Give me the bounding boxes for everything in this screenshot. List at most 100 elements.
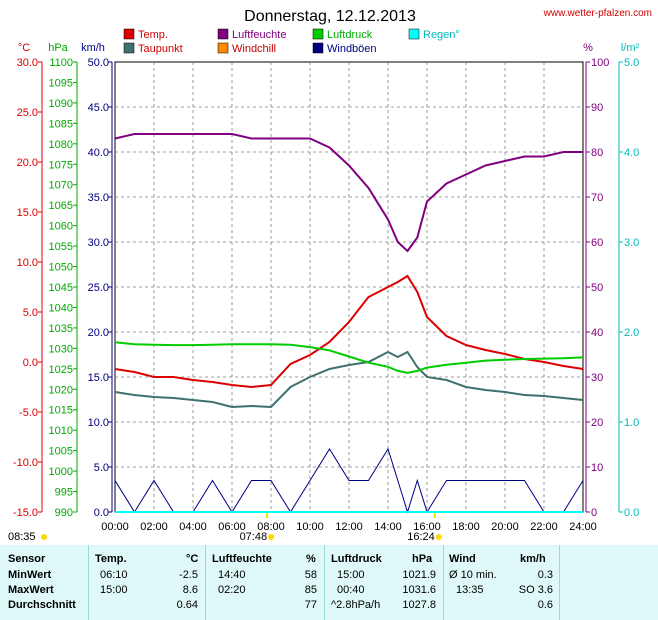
axis-unit-rain: l/m² <box>621 42 640 54</box>
stats-min-wind-time: Ø 10 min. <box>449 569 497 581</box>
stats-max-temp-val: 8.6 <box>182 584 198 596</box>
tick-label-temp-0: 30.0 <box>17 57 38 69</box>
stats-row-max-label: MaxWert <box>8 584 54 596</box>
time-label-1: 02:00 <box>140 521 168 533</box>
sunrise-icon <box>268 534 275 540</box>
axis-unit-wind: km/h <box>81 42 105 54</box>
stats-max-hum-val: 85 <box>304 584 317 596</box>
stats-min-temp-time: 06:10 <box>100 569 128 581</box>
tick-label-pressure-19: 1005 <box>49 446 73 458</box>
legend-swatch-2 <box>312 28 324 40</box>
tick-label-humidity-6: 40 <box>591 327 603 339</box>
time-label-2: 04:00 <box>179 521 207 533</box>
tick-label-pressure-0: 1100 <box>49 57 73 69</box>
tick-label-pressure-8: 1060 <box>49 221 73 233</box>
stats-header-temp-unit: °C <box>186 553 199 565</box>
tick-label-humidity-3: 70 <box>591 192 603 204</box>
stats-avg-hum-val: 77 <box>304 599 317 611</box>
tick-label-pressure-6: 1070 <box>49 180 73 192</box>
stats-header-sensor: Sensor <box>8 553 46 565</box>
tick-label-wind-3: 35.0 <box>88 192 109 204</box>
tick-label-pressure-11: 1045 <box>49 282 73 294</box>
moonrise-icon <box>41 534 47 540</box>
stats-min-hum-val: 58 <box>304 569 317 581</box>
tick-label-wind-4: 30.0 <box>88 237 109 249</box>
tick-label-pressure-4: 1080 <box>49 139 73 151</box>
tick-label-temp-9: -15.0 <box>13 507 38 519</box>
time-label-3: 06:00 <box>218 521 246 533</box>
stats-header-press-unit: hPa <box>412 553 433 565</box>
stats-max-wind-time: 13:35 <box>456 584 484 596</box>
time-label-12: 24:00 <box>569 521 597 533</box>
legend-swatch-6 <box>312 42 324 54</box>
tick-label-pressure-21: 995 <box>55 487 73 499</box>
tick-label-rain-4: 1.0 <box>624 417 639 429</box>
stats-min-temp-val: -2.5 <box>179 569 198 581</box>
time-label-8: 16:00 <box>413 521 441 533</box>
stats-max-wind-val: SO 3.6 <box>518 584 553 596</box>
tick-label-wind-8: 10.0 <box>88 417 109 429</box>
chart-title: Donnerstag, 12.12.2013 <box>244 8 416 25</box>
sunset-icon <box>435 534 442 540</box>
tick-label-pressure-9: 1055 <box>49 241 73 253</box>
sunset-label: 16:24 <box>407 531 435 543</box>
tick-label-rain-3: 2.0 <box>624 327 639 339</box>
tick-label-humidity-5: 50 <box>591 282 603 294</box>
stats-min-hum-time: 14:40 <box>218 569 246 581</box>
stats-header-wind: Wind <box>449 553 476 565</box>
time-label-6: 12:00 <box>335 521 363 533</box>
series-line-2 <box>114 133 583 253</box>
tick-label-wind-10: 0.0 <box>94 507 109 519</box>
tick-label-pressure-1: 1095 <box>49 77 73 89</box>
legend-label-3: Regen° <box>423 29 460 41</box>
time-label-0: 00:00 <box>101 521 129 533</box>
tick-label-temp-6: 0.0 <box>23 357 38 369</box>
legend-swatch-4 <box>123 42 135 54</box>
stats-row-min-label: MinWert <box>8 569 52 581</box>
moonrise-label: 08:35 <box>8 531 36 543</box>
stats-header-press: Luftdruck <box>331 553 382 565</box>
tick-label-pressure-22: 990 <box>55 507 73 519</box>
legend-label-1: Luftfeuchte <box>232 29 286 41</box>
tick-label-pressure-3: 1085 <box>49 118 73 130</box>
tick-label-temp-5: 5.0 <box>23 307 38 319</box>
tick-label-pressure-12: 1040 <box>49 302 73 314</box>
tick-label-rain-5: 0.0 <box>624 507 639 519</box>
legend-label-4: Taupunkt <box>138 43 183 55</box>
tick-label-pressure-10: 1050 <box>49 262 73 274</box>
weather-chart: Donnerstag, 12.12.2013 www.wetter-pfalzen… <box>8 8 652 543</box>
tick-label-humidity-0: 100 <box>591 57 609 69</box>
tick-label-wind-6: 20.0 <box>88 327 109 339</box>
tick-label-pressure-5: 1075 <box>49 159 73 171</box>
stats-min-press-val: 1021.9 <box>402 569 436 581</box>
stats-avg-temp-val: 0.64 <box>176 599 198 611</box>
tick-label-wind-7: 15.0 <box>88 372 109 384</box>
tick-label-pressure-7: 1065 <box>49 200 73 212</box>
axis-unit-pressure: hPa <box>48 42 68 54</box>
stats-table: Sensor Temp. °C Luftfeuchte % Luftdruck … <box>0 545 658 620</box>
legend-swatch-0 <box>123 28 135 40</box>
axis-unit-temp: °C <box>18 42 30 54</box>
tick-label-temp-2: 20.0 <box>17 157 38 169</box>
stats-avg-press-trend: ^2.8hPa/h <box>331 599 381 611</box>
stats-max-press-val: 1031.6 <box>402 584 436 596</box>
tick-label-temp-1: 25.0 <box>17 107 38 119</box>
tick-label-wind-0: 50.0 <box>88 57 109 69</box>
legend-swatch-3 <box>408 28 420 40</box>
stats-min-wind-val: 0.3 <box>537 569 553 581</box>
tick-label-pressure-2: 1090 <box>49 98 73 110</box>
tick-label-rain-0: 5.0 <box>624 57 639 69</box>
tick-label-temp-7: -5.0 <box>19 407 38 419</box>
legend-swatch-1 <box>217 28 229 40</box>
stats-row-avg-label: Durchschnitt <box>8 599 76 611</box>
stats-avg-wind-val: 0.6 <box>537 599 553 611</box>
tick-label-humidity-7: 30 <box>591 372 603 384</box>
tick-label-wind-2: 40.0 <box>88 147 109 159</box>
tick-label-wind-1: 45.0 <box>88 102 109 114</box>
time-label-11: 22:00 <box>530 521 558 533</box>
tick-label-temp-3: 15.0 <box>17 207 38 219</box>
tick-label-pressure-16: 1020 <box>49 384 73 396</box>
series-line-4 <box>114 447 584 514</box>
series-line-0 <box>114 274 584 389</box>
time-label-5: 10:00 <box>296 521 324 533</box>
